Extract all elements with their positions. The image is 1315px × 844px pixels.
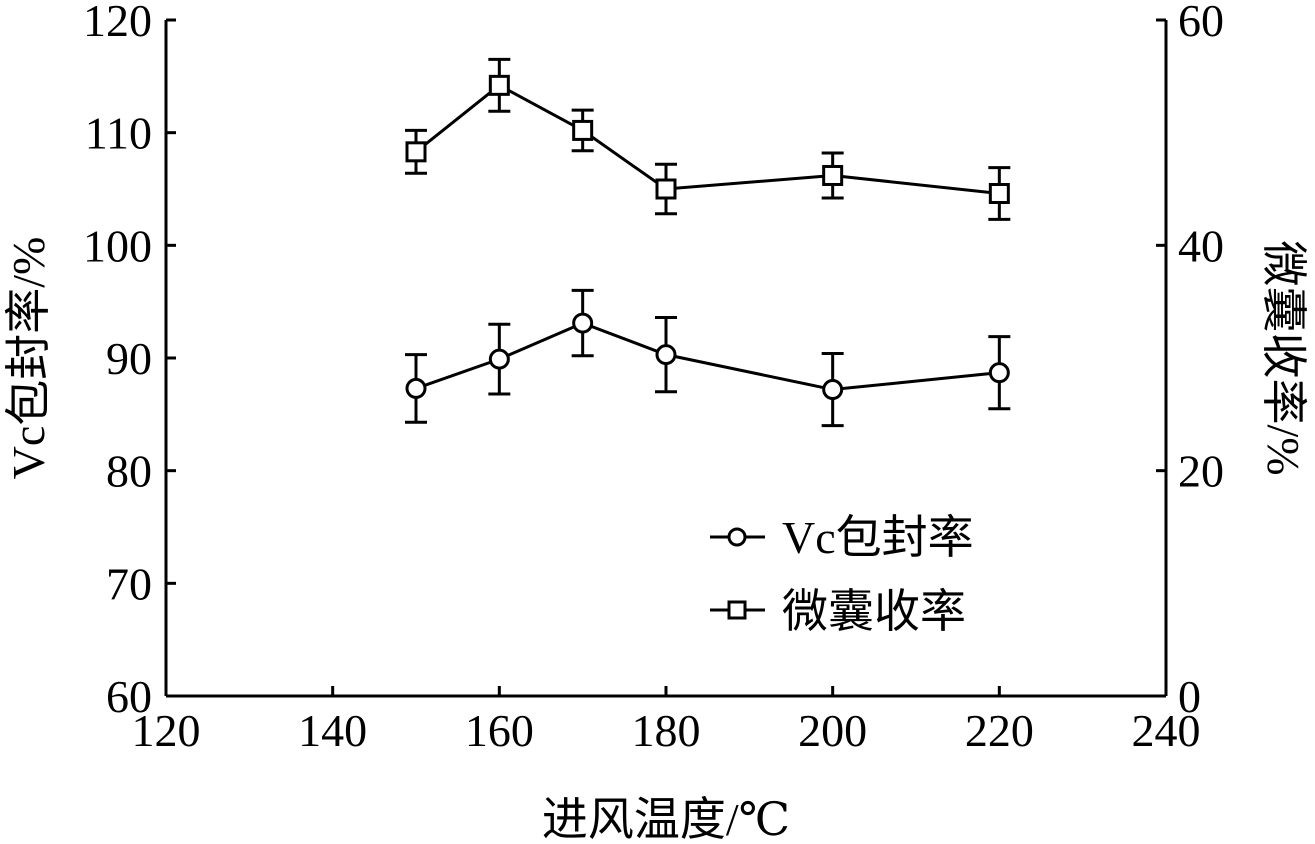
- y-left-axis-title: Vc包封率/%: [3, 237, 54, 480]
- y-left-tick-label: 110: [85, 108, 152, 159]
- legend: Vc包封率 微囊收率: [710, 512, 974, 637]
- legend-item-vc: Vc包封率: [710, 512, 974, 563]
- x-tick-label: 120: [132, 705, 201, 756]
- x-axis-title: 进风温度/℃: [542, 794, 790, 844]
- x-tick-label: 180: [632, 705, 701, 756]
- series-microcapsule-yield: [405, 57, 1011, 221]
- y-left-tick-label: 120: [83, 0, 152, 46]
- legend-item-yield: 微囊收率: [710, 586, 966, 637]
- data-point-circle: [572, 312, 594, 334]
- y-right-ticks: 0 20 40 60: [1156, 0, 1224, 722]
- x-tick-label: 140: [298, 705, 367, 756]
- data-point-square: [655, 178, 677, 200]
- data-point-square: [988, 183, 1010, 205]
- data-point-square: [572, 119, 594, 141]
- legend-marker-square: [727, 600, 747, 620]
- series-layer: [405, 57, 1011, 428]
- x-ticks: 120 140 160 180 200 220 240: [132, 686, 1201, 756]
- x-tick-label: 220: [965, 705, 1034, 756]
- y-right-axis-title: 微囊收率/%: [1258, 240, 1309, 475]
- data-point-circle: [488, 348, 510, 370]
- x-tick-label: 200: [798, 705, 867, 756]
- y-left-tick-label: 80: [106, 446, 152, 497]
- data-point-circle: [655, 344, 677, 366]
- data-point-circle: [988, 362, 1010, 384]
- y-left-tick-label: 70: [106, 558, 152, 609]
- y-left-ticks: 60 70 80 90 100 110 120: [83, 0, 176, 722]
- data-point-square: [488, 74, 510, 96]
- x-tick-label: 160: [465, 705, 534, 756]
- y-right-tick-label: 20: [1178, 446, 1224, 497]
- y-left-tick-label: 60: [106, 671, 152, 722]
- y-left-tick-label: 100: [83, 220, 152, 271]
- legend-marker-circle: [727, 527, 747, 547]
- y-right-tick-label: 60: [1178, 0, 1224, 46]
- data-point-square: [405, 141, 427, 163]
- data-point-circle: [405, 377, 427, 399]
- y-right-tick-label: 0: [1178, 671, 1201, 722]
- series-line-vc-encapsulation: [415, 321, 1000, 392]
- legend-label-yield: 微囊收率: [782, 586, 966, 637]
- y-right-tick-label: 40: [1178, 220, 1224, 271]
- data-point-square: [822, 164, 844, 186]
- series-vc-encapsulation: [405, 288, 1011, 428]
- legend-label-vc: Vc包封率: [782, 512, 974, 563]
- data-point-circle: [822, 379, 844, 401]
- y-left-tick-label: 90: [106, 333, 152, 384]
- series-line-microcapsule-yield: [415, 83, 1000, 195]
- x-tick-label: 240: [1132, 705, 1201, 756]
